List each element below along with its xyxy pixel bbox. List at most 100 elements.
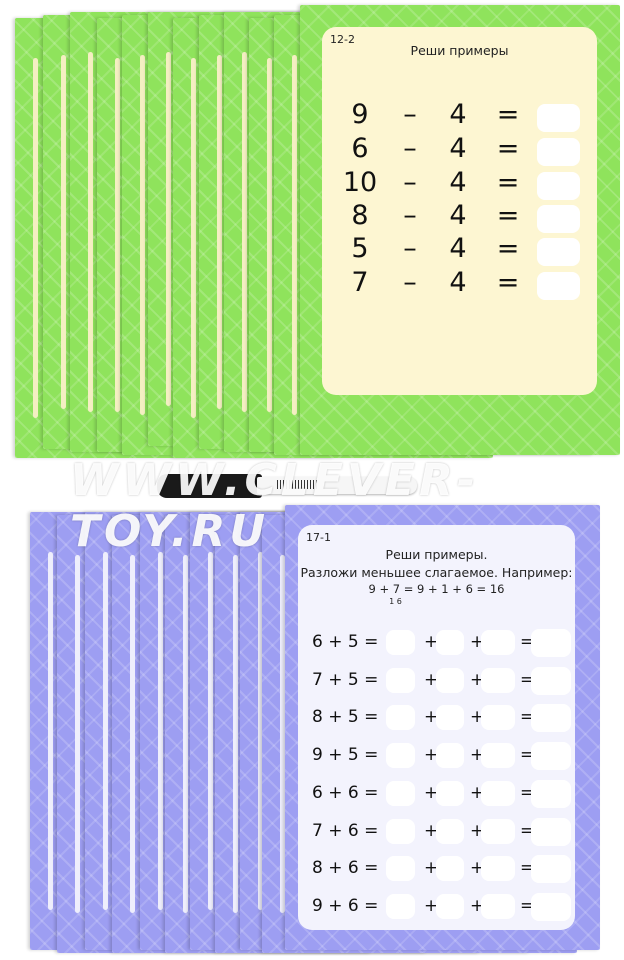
equation-expression: 6 + 6 = — [312, 782, 379, 803]
equals-sign: = — [520, 669, 535, 690]
answer-box[interactable] — [481, 818, 515, 844]
plus-sign: + — [470, 782, 485, 803]
answer-box[interactable] — [481, 630, 515, 655]
answer-box[interactable] — [531, 892, 571, 921]
answer-box[interactable] — [531, 779, 571, 808]
plus-sign: + — [470, 820, 485, 841]
answer-box[interactable] — [386, 818, 415, 844]
green-front-card: 12-2 Реши примеры 9–4 = 6–4 = 10–4 = 8–4 = 5–4 = 7… — [300, 5, 620, 455]
card-panel-edge — [130, 555, 135, 913]
plus-sign: + — [424, 632, 439, 652]
answer-box[interactable] — [481, 705, 515, 731]
answer-box[interactable] — [531, 666, 571, 695]
answer-box[interactable] — [436, 780, 464, 806]
plus-sign: + — [470, 632, 485, 652]
number-a: 10 — [342, 167, 378, 198]
purple-front-card: 17-1 Реши примеры. Разложи меньшее слага… — [285, 505, 600, 950]
answer-box[interactable] — [537, 272, 580, 300]
minus-sign: – — [403, 167, 417, 198]
plus-sign: + — [470, 895, 485, 916]
answer-box[interactable] — [537, 205, 580, 233]
number-b: 4 — [449, 200, 467, 231]
number-b: 4 — [449, 133, 467, 164]
equals-sign: = — [520, 782, 535, 803]
plus-sign: + — [424, 707, 439, 728]
equation-expression: 8 + 5 = — [312, 707, 379, 728]
plus-sign: + — [424, 669, 439, 690]
answer-box[interactable] — [531, 855, 571, 884]
answer-box[interactable] — [531, 629, 571, 657]
answer-box[interactable] — [481, 856, 515, 882]
card-panel-edge — [158, 552, 163, 910]
answer-box[interactable] — [386, 743, 415, 769]
card-panel-edge — [48, 552, 53, 910]
answer-box[interactable] — [386, 630, 415, 655]
card-panel-edge — [217, 55, 222, 409]
equation-expression: 7 + 6 = — [312, 820, 379, 841]
plus-sign: + — [424, 782, 439, 803]
card-panel-edge — [75, 555, 80, 913]
answer-box[interactable] — [386, 705, 415, 731]
answer-box[interactable] — [386, 780, 415, 806]
equals-sign: = — [520, 858, 535, 879]
answer-box[interactable] — [436, 667, 464, 693]
card-panel-edge — [88, 52, 93, 412]
answer-box[interactable] — [436, 893, 464, 919]
plus-sign: + — [470, 669, 485, 690]
answer-box[interactable] — [531, 704, 571, 733]
answer-box[interactable] — [481, 893, 515, 919]
equals-sign: = — [496, 200, 520, 231]
card-title: Реши примеры. — [385, 547, 488, 562]
card-panel-edge — [258, 552, 263, 910]
card-panel-edge — [140, 55, 145, 415]
minus-sign: – — [403, 267, 417, 298]
card-panel-edge — [280, 555, 285, 913]
answer-box[interactable] — [386, 667, 415, 693]
marker-barcode — [277, 480, 317, 489]
plus-sign: + — [470, 745, 485, 766]
card-panel-edge — [208, 552, 213, 910]
number-b: 4 — [449, 233, 467, 264]
answer-box[interactable] — [537, 104, 580, 132]
answer-box[interactable] — [436, 705, 464, 731]
answer-box[interactable] — [436, 743, 464, 769]
answer-box[interactable] — [386, 856, 415, 882]
number-a: 7 — [351, 267, 369, 298]
equals-sign: = — [520, 820, 535, 841]
answer-box[interactable] — [481, 667, 515, 693]
card-subtitle: Разложи меньшее слагаемое. Например: — [300, 565, 573, 580]
equation-expression: 7 + 5 = — [312, 669, 379, 690]
answer-box[interactable] — [481, 743, 515, 769]
minus-sign: – — [403, 233, 417, 264]
answer-box[interactable] — [436, 630, 464, 655]
minus-sign: – — [403, 99, 417, 130]
answer-box[interactable] — [386, 893, 415, 919]
minus-sign: – — [403, 133, 417, 164]
answer-box[interactable] — [537, 138, 580, 166]
card-panel-edge — [103, 552, 108, 910]
equals-sign: = — [496, 267, 520, 298]
equals-sign: = — [520, 895, 535, 916]
card-panel-edge — [233, 555, 238, 913]
equals-sign: = — [520, 632, 535, 652]
equation-expression: 9 + 6 = — [312, 895, 379, 916]
answer-box[interactable] — [531, 817, 571, 846]
answer-box[interactable] — [436, 856, 464, 882]
number-b: 4 — [449, 267, 467, 298]
plus-sign: + — [424, 745, 439, 766]
answer-box[interactable] — [531, 742, 571, 771]
answer-box[interactable] — [537, 172, 580, 200]
number-a: 6 — [351, 133, 369, 164]
card-panel-edge — [166, 52, 171, 406]
card-panel-edge — [267, 58, 272, 412]
answer-box[interactable] — [537, 238, 580, 266]
card-panel-edge — [33, 58, 38, 418]
answer-box[interactable] — [481, 780, 515, 806]
card-example-split: 1 6 — [389, 597, 402, 606]
card-panel-edge — [61, 55, 66, 409]
plus-sign: + — [424, 820, 439, 841]
equals-sign: = — [496, 167, 520, 198]
answer-box[interactable] — [436, 818, 464, 844]
minus-sign: – — [403, 200, 417, 231]
equation-expression: 8 + 6 = — [312, 858, 379, 879]
